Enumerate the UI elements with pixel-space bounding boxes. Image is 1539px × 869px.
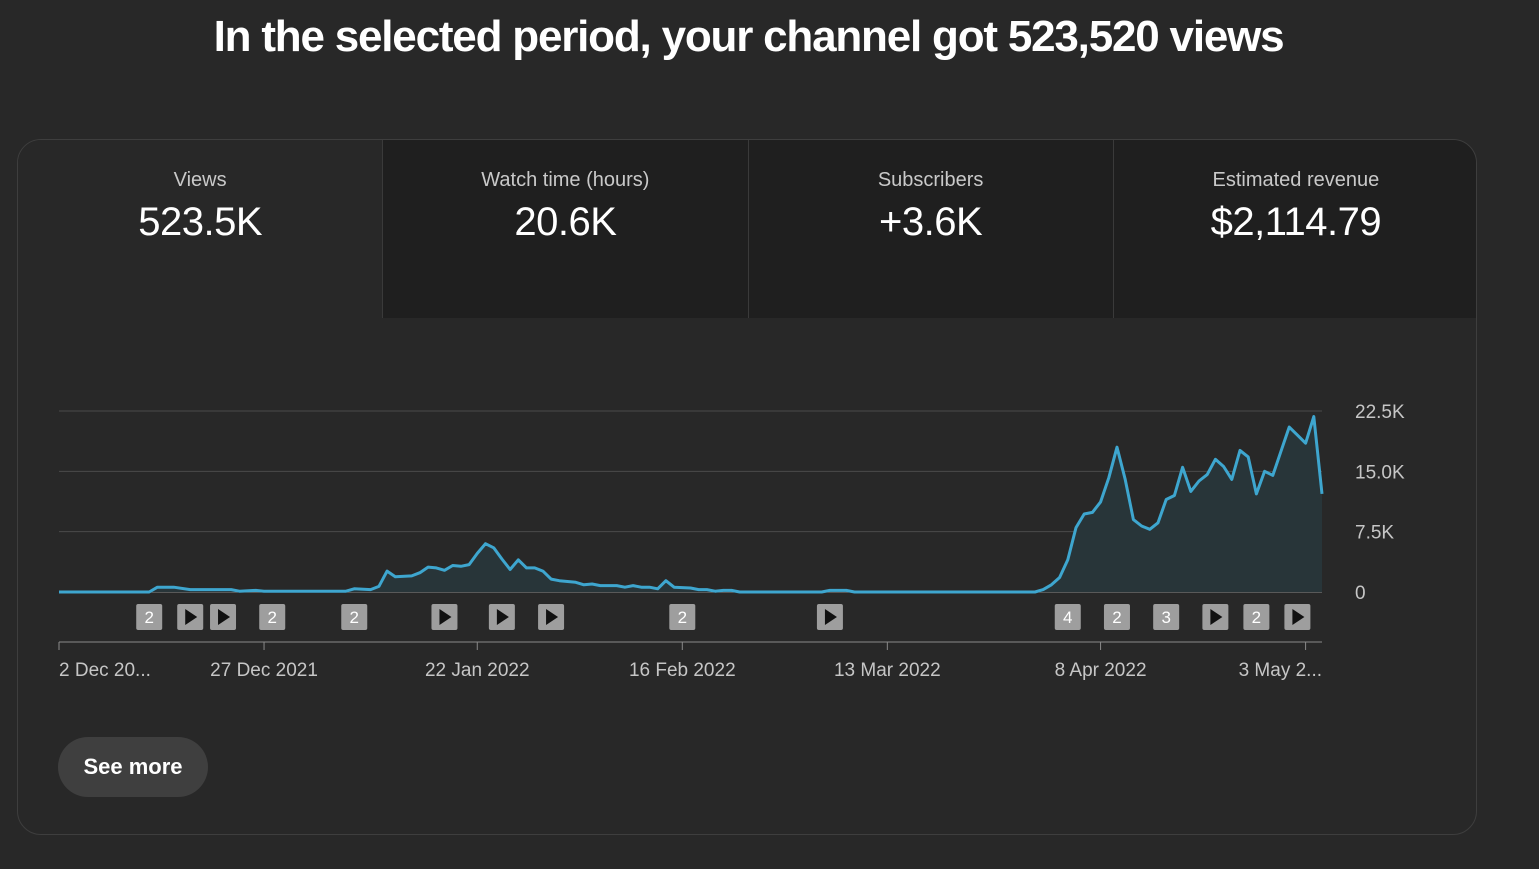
marker-box bbox=[1054, 604, 1081, 630]
play-icon bbox=[1292, 609, 1305, 625]
tab-estimated-revenue-label: Estimated revenue bbox=[1212, 169, 1380, 191]
video-count-marker: 2 bbox=[669, 604, 696, 630]
marker-box bbox=[341, 604, 368, 630]
y-tick-label: 15.0K bbox=[1355, 462, 1405, 483]
video-count-marker: 2 bbox=[341, 604, 368, 630]
page-headline: In the selected period, your channel got… bbox=[213, 12, 1285, 61]
video-count-marker: 3 bbox=[1153, 604, 1180, 630]
video-count-marker: 2 bbox=[259, 604, 286, 630]
marker-box bbox=[669, 604, 696, 630]
video-marker bbox=[1284, 604, 1311, 630]
play-icon bbox=[824, 609, 837, 625]
y-tick-label: 7.5K bbox=[1355, 523, 1394, 544]
video-count-marker: 2 bbox=[136, 604, 163, 630]
play-icon bbox=[439, 609, 452, 625]
tab-views-label: Views bbox=[173, 169, 227, 191]
x-tick-label: 2 Dec 20... bbox=[59, 660, 151, 681]
marker-count-label: 2 bbox=[350, 608, 359, 627]
play-icon bbox=[185, 609, 198, 625]
video-marker bbox=[177, 604, 204, 630]
tab-watch-time-label: Watch time (hours) bbox=[481, 169, 650, 191]
views-chart: 22.5K 15.0K 7.5K 0 2 Dec 20... 27 Dec 2021 22 … bbox=[58, 402, 1405, 681]
metric-tabs: Views 523.5K Watch time (hours) 20.6K Su… bbox=[18, 140, 1476, 318]
marker-count-label: 2 bbox=[1112, 608, 1121, 627]
x-tick-label: 16 Feb 2022 bbox=[629, 660, 736, 681]
x-tick-label: 3 May 2... bbox=[1239, 660, 1322, 681]
tab-views-value: 523.5K bbox=[138, 200, 263, 244]
video-marker bbox=[538, 604, 565, 630]
tab-watch-time-value: 20.6K bbox=[514, 200, 617, 244]
play-icon bbox=[546, 609, 559, 625]
views-line bbox=[59, 415, 1324, 594]
video-count-marker: 2 bbox=[1103, 604, 1130, 630]
y-tick-label: 22.5K bbox=[1355, 402, 1405, 423]
video-count-marker: 2 bbox=[1243, 604, 1270, 630]
tab-subscribers[interactable]: Subscribers +3.6K bbox=[747, 140, 1113, 318]
tab-estimated-revenue[interactable]: Estimated revenue $2,114.79 bbox=[1112, 140, 1476, 318]
tab-views[interactable]: Views 523.5K bbox=[18, 140, 383, 318]
tab-subscribers-value: +3.6K bbox=[879, 200, 983, 244]
marker-box bbox=[136, 604, 163, 630]
marker-count-label: 2 bbox=[267, 608, 276, 627]
see-more-button[interactable]: See more bbox=[58, 737, 208, 797]
marker-count-label: 3 bbox=[1161, 608, 1170, 627]
marker-box bbox=[1243, 604, 1270, 630]
x-tick-label: 27 Dec 2021 bbox=[210, 660, 318, 681]
analytics-card: Views 523.5K Watch time (hours) 20.6K Su… bbox=[17, 139, 1477, 835]
marker-count-label: 2 bbox=[678, 608, 687, 627]
play-icon bbox=[218, 609, 231, 625]
marker-box bbox=[1103, 604, 1130, 630]
video-count-marker: 4 bbox=[1054, 604, 1081, 630]
tab-subscribers-label: Subscribers bbox=[877, 169, 984, 191]
x-tick-label: 22 Jan 2022 bbox=[425, 660, 530, 681]
tab-watch-time[interactable]: Watch time (hours) 20.6K bbox=[382, 140, 748, 318]
play-icon bbox=[496, 609, 509, 625]
video-marker bbox=[210, 604, 237, 630]
video-marker bbox=[1202, 604, 1229, 630]
play-icon bbox=[1210, 609, 1223, 625]
views-area bbox=[59, 416, 1322, 592]
marker-box bbox=[1153, 604, 1180, 630]
video-marker bbox=[488, 604, 515, 630]
video-marker bbox=[816, 604, 843, 630]
marker-count-label: 2 bbox=[1252, 608, 1261, 627]
x-tick-label: 13 Mar 2022 bbox=[834, 660, 941, 681]
x-tick-label: 8 Apr 2022 bbox=[1055, 660, 1147, 681]
marker-box bbox=[259, 604, 286, 630]
video-marker bbox=[431, 604, 458, 630]
marker-count-label: 4 bbox=[1063, 608, 1072, 627]
tab-estimated-revenue-value: $2,114.79 bbox=[1210, 200, 1382, 244]
marker-count-label: 2 bbox=[144, 608, 153, 627]
y-tick-label: 0 bbox=[1355, 583, 1366, 604]
